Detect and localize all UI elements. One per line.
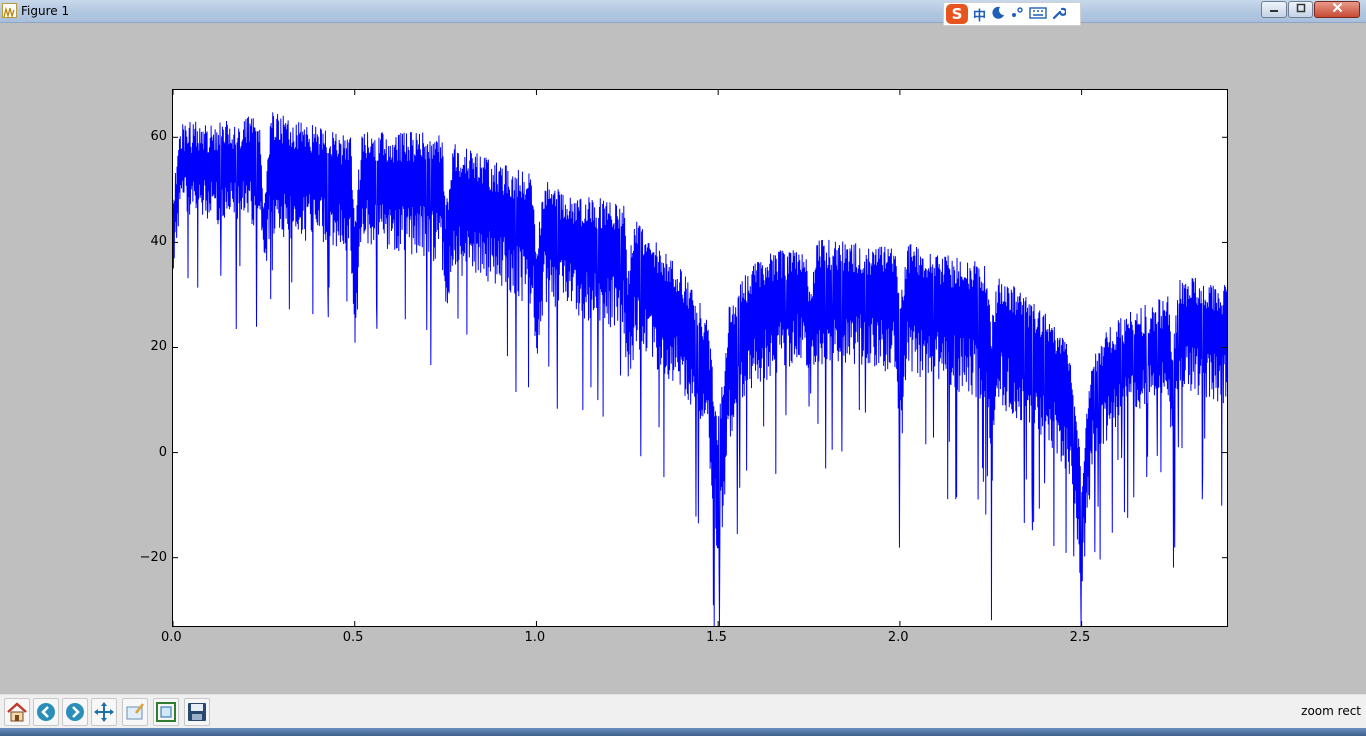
close-icon [1332, 2, 1342, 13]
back-button[interactable] [33, 698, 59, 726]
arrow-left-icon [37, 703, 55, 721]
punctuation-icon[interactable] [1010, 5, 1024, 24]
wrench-icon[interactable] [1052, 5, 1068, 24]
zoom-button[interactable] [122, 698, 148, 726]
plot-axes[interactable] [172, 89, 1228, 627]
home-button[interactable] [4, 698, 30, 726]
save-icon [188, 703, 206, 721]
x-tick-label: 1.5 [706, 630, 727, 645]
pan-button[interactable] [91, 698, 117, 726]
os-taskbar [0, 728, 1366, 736]
x-tick-label: 0.0 [161, 630, 182, 645]
zoom-rect-icon [126, 703, 144, 720]
window-title-bar[interactable]: Figure 1 S 中 [0, 0, 1366, 26]
minimize-icon [1270, 10, 1278, 12]
y-tick-label: 0 [158, 444, 167, 460]
plot-canvas [173, 90, 1227, 626]
x-tick-label: 1.0 [524, 630, 546, 645]
window-title: Figure 1 [21, 4, 70, 18]
y-tick-label: 40 [150, 234, 167, 250]
subplots-button[interactable] [153, 698, 179, 726]
x-tick-label: 2.5 [1069, 630, 1091, 645]
arrow-right-icon [66, 703, 84, 721]
move-icon [94, 702, 114, 722]
maximize-icon [1296, 3, 1305, 13]
forward-button[interactable] [62, 698, 88, 726]
home-icon [7, 702, 27, 722]
ime-mode-toggle[interactable]: 中 [973, 8, 987, 24]
y-tick-label: 60 [150, 129, 167, 145]
series-line [173, 112, 1227, 626]
x-tick-label: 2.0 [887, 630, 909, 645]
maximize-button[interactable] [1288, 1, 1313, 18]
moon-icon[interactable] [991, 5, 1005, 24]
y-tick-label: 20 [150, 339, 167, 355]
sogou-logo-icon[interactable]: S [946, 4, 968, 24]
status-message: zoom rect [1301, 704, 1361, 718]
navigation-toolbar: zoom rect [0, 694, 1366, 729]
keyboard-icon[interactable] [1029, 5, 1047, 24]
matplotlib-figure-icon [2, 3, 17, 19]
minimize-button[interactable] [1261, 1, 1287, 18]
ime-toolbar[interactable]: S 中 [943, 2, 1081, 26]
subplots-icon [156, 702, 176, 722]
close-button[interactable] [1314, 1, 1360, 18]
save-button[interactable] [184, 698, 210, 726]
x-tick-label: 0.5 [342, 630, 364, 645]
y-tick-label: −20 [139, 549, 167, 565]
